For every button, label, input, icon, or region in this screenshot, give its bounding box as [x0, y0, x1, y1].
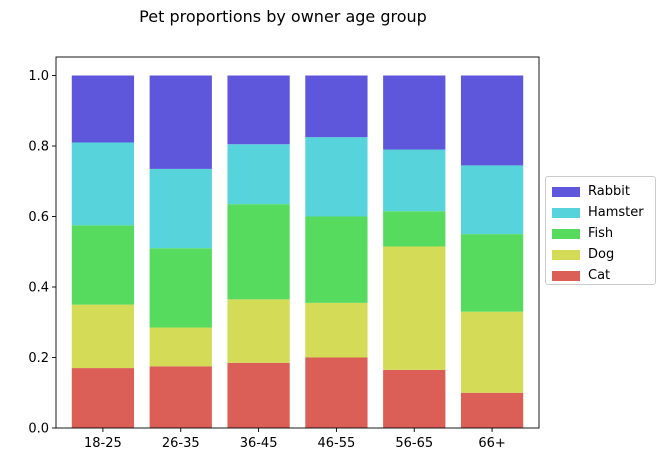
bar-hamster-26-35	[149, 168, 212, 249]
legend-item-dog: Dog	[552, 244, 655, 265]
bar-dog-66+	[460, 311, 524, 393]
legend-label: Rabbit	[588, 184, 630, 199]
y-tick-label: 0.0	[28, 422, 49, 437]
x-tick-label: 36-45	[240, 436, 278, 451]
bar-hamster-66+	[460, 165, 524, 235]
bar-dog-18-25	[71, 304, 135, 369]
bar-dog-46-55	[305, 302, 368, 358]
bar-dog-36-45	[227, 299, 290, 363]
legend-label: Hamster	[588, 205, 644, 220]
legend-item-rabbit: Rabbit	[552, 181, 655, 202]
y-tick-label: 0.8	[28, 140, 49, 155]
bar-cat-66+	[460, 392, 524, 428]
bar-rabbit-66+	[460, 75, 524, 166]
bar-dog-56-65	[383, 246, 446, 370]
legend-item-cat: Cat	[552, 265, 655, 286]
plot-frame	[55, 56, 540, 429]
bar-rabbit-18-25	[71, 75, 135, 143]
y-tick-label: 1.0	[28, 69, 49, 84]
bar-rabbit-46-55	[305, 75, 368, 138]
bar-fish-56-65	[383, 211, 446, 247]
x-tick-label: 46-55	[318, 436, 356, 451]
bar-rabbit-26-35	[149, 75, 212, 169]
bar-hamster-36-45	[227, 144, 290, 205]
bar-dog-26-35	[149, 327, 212, 367]
bar-cat-26-35	[149, 366, 212, 428]
legend-item-hamster: Hamster	[552, 202, 655, 223]
legend-swatch	[552, 228, 580, 239]
x-tick-label: 66+	[478, 436, 505, 451]
legend-swatch	[552, 207, 580, 218]
y-axis: 0.0 0.2 0.4 0.6 0.8 1.0	[28, 69, 56, 437]
legend-label: Dog	[588, 247, 615, 262]
bar-cat-36-45	[227, 362, 290, 428]
y-tick-label: 0.4	[28, 281, 49, 296]
bars-group	[71, 75, 524, 428]
bar-hamster-46-55	[305, 137, 368, 217]
chart-legend: Rabbit Hamster Fish Dog Cat	[545, 176, 656, 285]
y-tick-label: 0.2	[28, 351, 49, 366]
bar-fish-26-35	[149, 248, 212, 328]
bar-cat-46-55	[305, 357, 368, 428]
x-tick-label: 56-65	[395, 436, 433, 451]
bar-rabbit-36-45	[227, 75, 290, 145]
bar-fish-46-55	[305, 216, 368, 303]
legend-label: Fish	[588, 226, 614, 241]
legend-swatch	[552, 186, 580, 197]
x-tick-label: 26-35	[162, 436, 200, 451]
bar-hamster-18-25	[71, 142, 135, 226]
x-axis: 18-25 26-35 36-45 46-55 56-65 66+	[84, 428, 506, 451]
bar-fish-36-45	[227, 204, 290, 300]
bar-cat-56-65	[383, 369, 446, 428]
legend-label: Cat	[588, 268, 611, 283]
bar-fish-66+	[460, 234, 524, 312]
legend-item-fish: Fish	[552, 223, 655, 244]
y-tick-label: 0.6	[28, 210, 49, 225]
legend-swatch	[552, 249, 580, 260]
legend-swatch	[552, 270, 580, 281]
bar-cat-18-25	[71, 368, 135, 428]
bar-rabbit-56-65	[383, 75, 446, 150]
bar-hamster-56-65	[383, 149, 446, 212]
chart-title: Pet proportions by owner age group	[139, 7, 427, 26]
bar-fish-18-25	[71, 225, 135, 305]
x-tick-label: 18-25	[84, 436, 122, 451]
